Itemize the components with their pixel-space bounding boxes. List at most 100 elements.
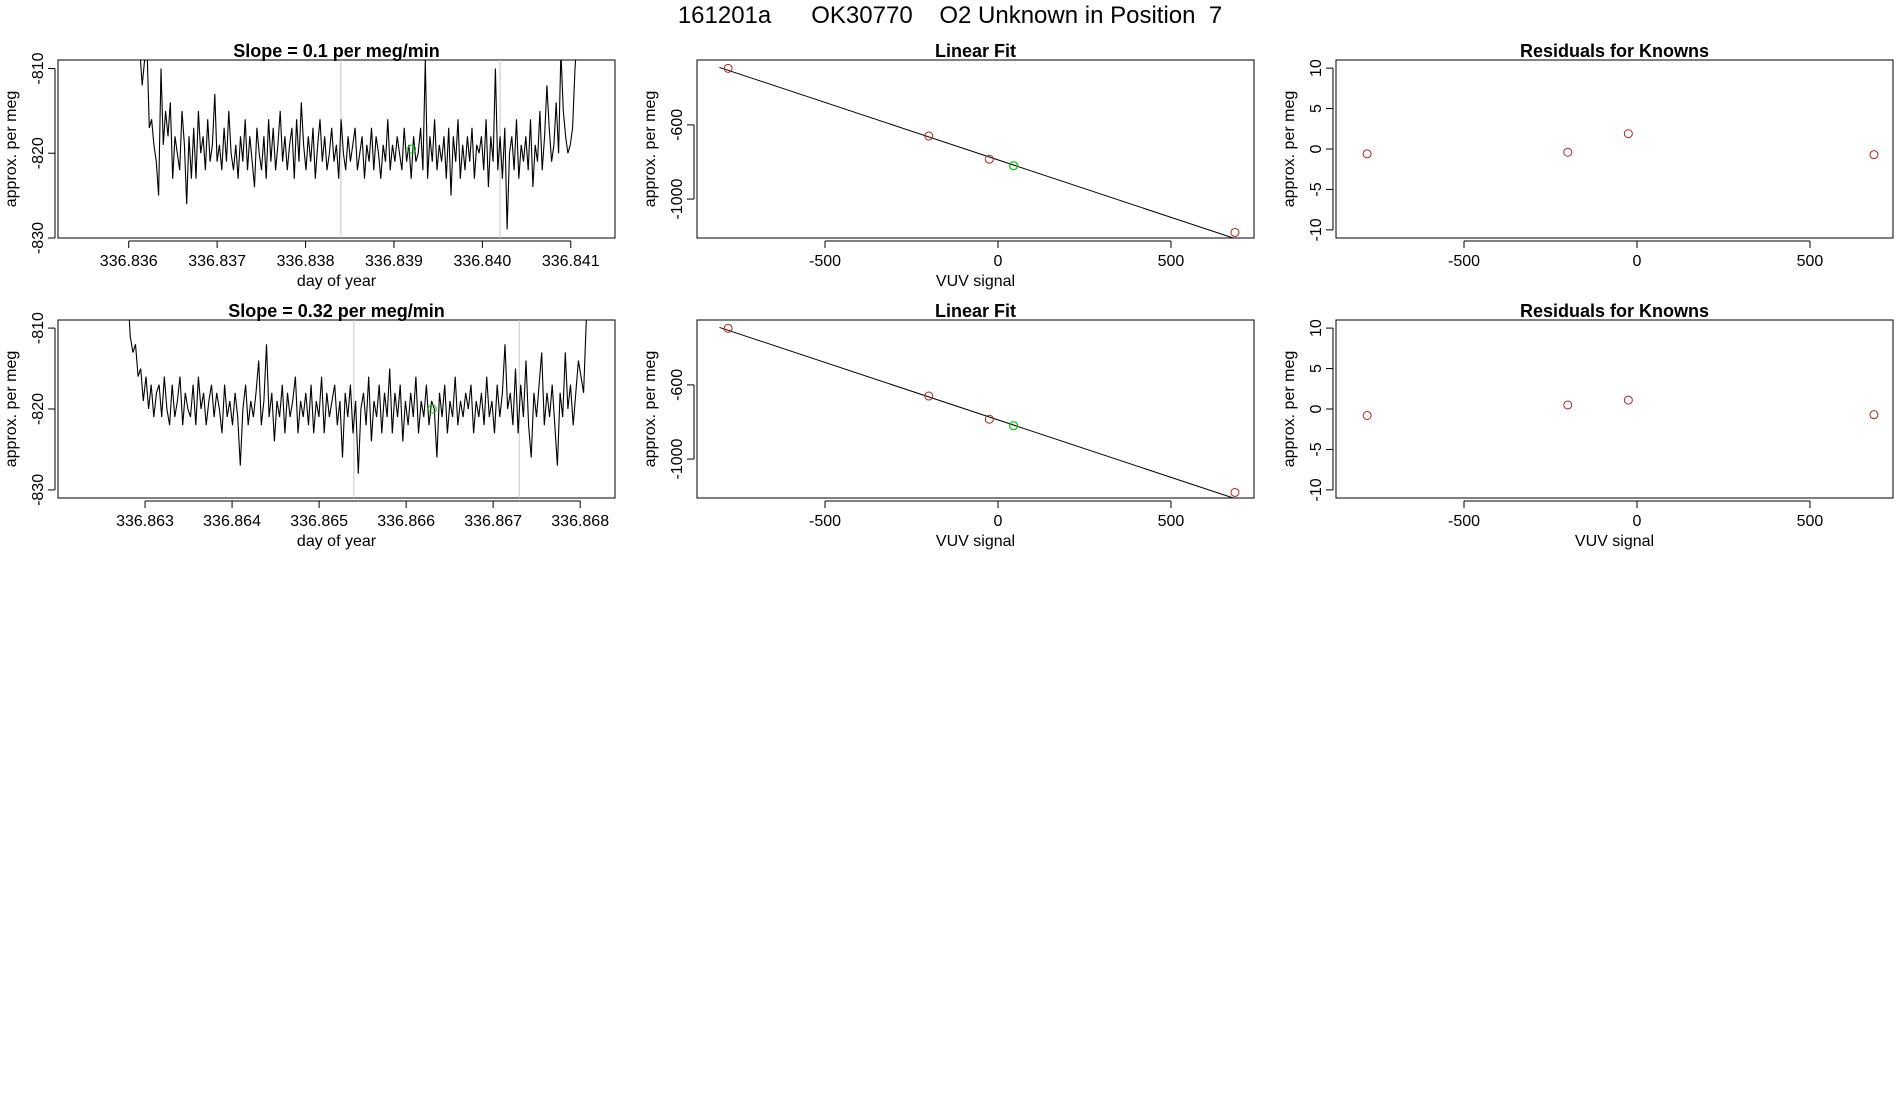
x-tick-label: 336.867 — [464, 513, 522, 530]
x-tick-label: 336.839 — [365, 253, 423, 270]
plot-area — [719, 63, 1240, 238]
x-tick-label: 500 — [1797, 253, 1824, 270]
x-tick-label: 336.840 — [453, 253, 511, 270]
x-tick-label: 0 — [1633, 513, 1642, 530]
plot-frame — [57, 59, 616, 239]
x-tick-label: 500 — [1797, 513, 1824, 530]
x-tick-label: -500 — [809, 513, 841, 530]
known-point — [1230, 227, 1240, 237]
y-tick-label: -810 — [30, 312, 47, 344]
x-tick-label: 336.836 — [100, 253, 158, 270]
x-tick-label: 500 — [1158, 513, 1185, 530]
plot-frame — [57, 319, 616, 499]
x-tick-label: 336.863 — [116, 513, 174, 530]
panel-slope-bottom: Slope = 0.32 per meg/min 336.863 336.864 33… — [3, 301, 616, 550]
unknown-point — [1008, 421, 1019, 431]
panel-linear-fit-bottom: Linear Fit -500 0 500 VUV signal -1000 -600 app… — [642, 301, 1255, 550]
unknown-marker — [427, 404, 437, 414]
known-point — [1230, 487, 1240, 497]
y-axis-label: approx. per meg — [3, 351, 20, 468]
panel-title: Slope = 0.1 per meg/min — [233, 41, 440, 61]
y-tick-label: -10 — [1308, 478, 1325, 501]
known-point — [984, 154, 994, 164]
x-tick-label: 0 — [994, 253, 1003, 270]
x-tick-label: -500 — [1448, 253, 1480, 270]
y-tick-label: -10 — [1308, 218, 1325, 241]
x-tick-label: 0 — [994, 513, 1003, 530]
known-point — [984, 414, 994, 424]
x-axis-label: VUV signal — [1575, 533, 1654, 550]
y-tick-label: 10 — [1308, 59, 1325, 77]
panel-slope-top: Slope = 0.1 per meg/min 336.836 336.837 336… — [3, 41, 616, 290]
y-tick-label: 10 — [1308, 319, 1325, 337]
x-tick-label: 336.868 — [551, 513, 609, 530]
y-axis-label: approx. per meg — [1281, 91, 1298, 208]
y-tick-label: -820 — [30, 137, 47, 169]
x-tick-label: 336.866 — [377, 513, 435, 530]
y-tick-label: 5 — [1308, 104, 1325, 113]
panel-residuals-top: Residuals for Knowns -500 0 500 -10 -5 0 5 10 app… — [1281, 41, 1894, 270]
known-point — [1869, 150, 1879, 160]
panel-title: Linear Fit — [935, 41, 1016, 61]
y-tick-label: -820 — [30, 393, 47, 425]
y-tick-label: -600 — [669, 109, 686, 141]
plot-area — [719, 323, 1240, 498]
x-tick-label: -500 — [809, 253, 841, 270]
x-axis-label: day of year — [297, 533, 377, 550]
x-axis-label: VUV signal — [936, 533, 1015, 550]
unknown-point — [1008, 161, 1019, 171]
known-point — [1362, 149, 1372, 159]
plot-area — [128, 320, 587, 498]
y-axis-label: approx. per meg — [1281, 351, 1298, 468]
y-tick-label: -1000 — [669, 439, 686, 480]
plot-frame — [696, 59, 1255, 239]
x-tick-label: 0 — [1633, 253, 1642, 270]
panel-title: Slope = 0.32 per meg/min — [228, 301, 445, 321]
panel-residuals-bottom: Residuals for Knowns -500 0 500 VUV signal -1… — [1281, 301, 1894, 550]
plot-area — [139, 60, 577, 238]
y-tick-label: -830 — [30, 222, 47, 254]
plot-area — [1362, 395, 1879, 420]
trace-line — [139, 60, 577, 230]
panel-title: Residuals for Knowns — [1520, 301, 1709, 321]
y-axis-label: approx. per meg — [642, 91, 659, 208]
plot-frame — [696, 319, 1255, 499]
plot-frame — [1335, 319, 1894, 499]
y-tick-label: -5 — [1308, 182, 1325, 196]
x-tick-label: 336.841 — [542, 253, 600, 270]
x-tick-label: -500 — [1448, 513, 1480, 530]
y-tick-label: -600 — [669, 369, 686, 401]
x-tick-label: 336.837 — [188, 253, 246, 270]
known-point — [1623, 395, 1633, 405]
known-point — [723, 63, 733, 73]
known-point — [1563, 400, 1573, 410]
x-tick-label: 336.864 — [203, 513, 261, 530]
known-point — [1623, 129, 1633, 139]
y-tick-label: -1000 — [669, 179, 686, 220]
known-point — [1869, 410, 1879, 420]
fit-line — [719, 66, 1234, 238]
x-axis-label: day of year — [297, 273, 377, 290]
y-tick-label: 5 — [1308, 364, 1325, 373]
fit-line — [719, 326, 1234, 498]
x-tick-label: 500 — [1158, 253, 1185, 270]
known-point — [1362, 410, 1372, 420]
panel-title: Linear Fit — [935, 301, 1016, 321]
panel-title: Residuals for Knowns — [1520, 41, 1709, 61]
y-tick-label: 0 — [1308, 144, 1325, 153]
trace-line — [128, 320, 587, 474]
y-tick-label: -830 — [30, 474, 47, 506]
y-tick-label: 0 — [1308, 404, 1325, 413]
known-point — [723, 323, 733, 333]
y-axis-label: approx. per meg — [642, 351, 659, 468]
known-point — [924, 391, 934, 401]
plot-area — [1362, 129, 1879, 160]
panel-linear-fit-top: Linear Fit -500 0 500 VUV signal -1000 -600 app… — [642, 41, 1255, 290]
known-point — [924, 131, 934, 141]
x-tick-label: 336.865 — [290, 513, 348, 530]
known-point — [1563, 147, 1573, 157]
x-tick-label: 336.838 — [277, 253, 335, 270]
y-axis-label: approx. per meg — [3, 91, 20, 208]
y-tick-label: -810 — [30, 52, 47, 84]
